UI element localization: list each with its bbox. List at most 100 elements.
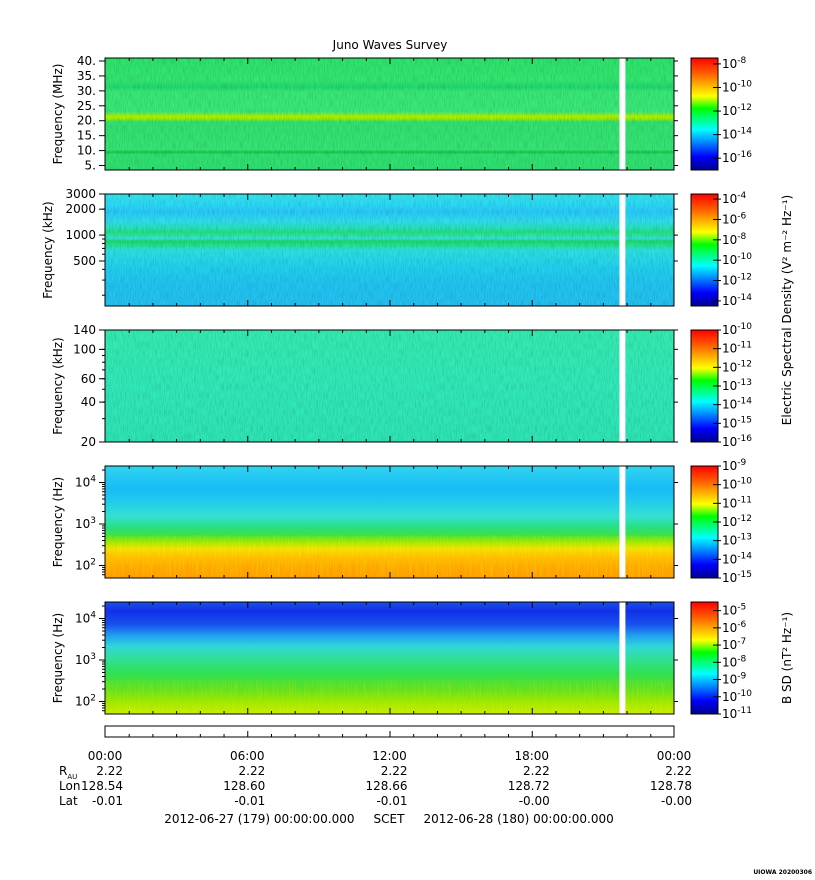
y-tick-label: 40 xyxy=(81,395,96,409)
ephemeris-value: 128.66 xyxy=(366,779,408,793)
y-tick-label: 35. xyxy=(77,69,96,83)
colorbar-frame xyxy=(690,57,719,171)
colorbar-tick-label: 10-16 xyxy=(722,434,752,449)
colorbar xyxy=(691,602,718,714)
time-axis-group: 00:00 06:00 12:00 18:00 00:00 RAU 2.22 2.22 2.22… xyxy=(59,725,692,826)
ephemeris-value: -0.01 xyxy=(376,794,407,808)
ephemeris-label: Lat xyxy=(59,794,78,808)
y-axis-label: Frequency (MHz) xyxy=(51,64,65,165)
y-axis-label: Frequency (Hz) xyxy=(51,477,65,568)
colorbar-tick-label: 10-6 xyxy=(722,620,747,635)
colorbar-tick-label: 10-14 xyxy=(722,551,752,566)
spectrogram-texture xyxy=(105,535,674,578)
spectrogram-panel-4: 102 103 104 Frequency (Hz) 10-9 10-10 10-11 10-… xyxy=(51,458,752,585)
data-gap xyxy=(619,330,626,442)
y-tick-label: 102 xyxy=(75,558,96,573)
ephemeris-value: 128.72 xyxy=(508,779,550,793)
spectrogram-texture xyxy=(105,194,674,306)
colorbar-tick-label: 10-5 xyxy=(722,603,746,618)
y-tick-label: 102 xyxy=(75,694,96,709)
colorbar-tick-label: 10-8 xyxy=(722,56,747,71)
colorbar-tick-label: 10-11 xyxy=(722,341,752,356)
y-tick-label: 2000 xyxy=(65,202,96,216)
y-tick-label: 20 xyxy=(81,435,96,449)
data-gap xyxy=(619,194,626,306)
spectrogram-panel-3: 20 40 60 100 140 Frequency (kHz) 10-10 10-11 10-… xyxy=(51,322,752,449)
colorbar-tick-label: 10-12 xyxy=(722,514,752,529)
spectrogram-texture xyxy=(105,330,674,442)
y-tick-label: 30. xyxy=(77,84,96,98)
colorbar-tick-label: 10-12 xyxy=(722,273,752,288)
ephemeris-value: 2.22 xyxy=(665,764,692,778)
colorbar-tick-label: 10-13 xyxy=(722,378,752,393)
ephemeris-value: -0.01 xyxy=(234,794,265,808)
panels-group: 5.10.15.20.25.30.35.40. Frequency (MHz) 10… xyxy=(41,54,752,721)
data-gap xyxy=(619,58,626,170)
time-tick-label: 06:00 xyxy=(230,749,265,763)
colorbar xyxy=(691,194,718,306)
colorbar-tick-label: 10-10 xyxy=(722,477,752,492)
ephemeris-value: -0.00 xyxy=(661,794,692,808)
y-tick-label: 140 xyxy=(73,323,96,337)
y-tick-label: 40. xyxy=(77,54,96,68)
footer-tag: UIOWA 20200306 xyxy=(753,869,812,876)
colorbar-tick-label: 10-16 xyxy=(722,150,752,165)
colorbar-frame xyxy=(690,601,719,715)
colorbar-tick-label: 10-9 xyxy=(722,458,747,473)
y-tick-label: 10. xyxy=(77,144,96,158)
time-range-text: 2012-06-27 (179) 00:00:00.000 SCET 2012-… xyxy=(164,812,614,826)
figure-title: Juno Waves Survey xyxy=(332,38,448,52)
y-tick-label: 103 xyxy=(75,652,96,667)
data-gap xyxy=(619,602,626,714)
colorbar-tick-label: 10-14 xyxy=(722,127,752,142)
ephemeris-label: Lon xyxy=(59,779,80,793)
y-tick-label: 5. xyxy=(85,159,96,173)
colorbar-tick-label: 10-11 xyxy=(722,495,752,510)
colorbar-tick-label: 10-8 xyxy=(722,654,747,669)
y-tick-label: 100 xyxy=(73,342,96,356)
y-tick-label: 15. xyxy=(77,129,96,143)
colorbar-tick-label: 10-11 xyxy=(722,706,752,721)
colorbar-tick-label: 10-12 xyxy=(722,103,752,118)
y-axis-label: Frequency (Hz) xyxy=(51,613,65,704)
colorbar-tick-label: 10-15 xyxy=(722,570,752,585)
ephemeris-value: 128.54 xyxy=(81,779,123,793)
y-tick-label: 104 xyxy=(75,475,96,490)
colorbar-tick-label: 10-9 xyxy=(722,672,747,687)
ephemeris-value: -0.00 xyxy=(519,794,550,808)
y-tick-label: 20. xyxy=(77,114,96,128)
spectrogram-panel-5: 102 103 104 Frequency (Hz) 10-5 10-6 10-7 10-8 1… xyxy=(51,601,752,721)
ephemeris-value: -0.01 xyxy=(92,794,123,808)
spectrogram-panel-1: 5.10.15.20.25.30.35.40. Frequency (MHz) 10… xyxy=(51,54,752,173)
colorbar-tick-label: 10-10 xyxy=(722,79,752,94)
colorbar xyxy=(691,58,718,170)
colorbar-tick-label: 10-14 xyxy=(722,293,752,308)
data-gap xyxy=(619,466,626,578)
spectrogram-texture xyxy=(105,58,674,170)
colorbar-tick-label: 10-14 xyxy=(722,397,752,412)
time-tick-label: 00:00 xyxy=(657,749,692,763)
ephemeris-value: 128.60 xyxy=(223,779,265,793)
colorbar-tick-label: 10-10 xyxy=(722,322,752,337)
time-tick-label: 12:00 xyxy=(372,749,407,763)
y-tick-label: 60 xyxy=(81,372,96,386)
colorbar-tick-label: 10-10 xyxy=(722,252,752,267)
y-tick-label: 500 xyxy=(73,254,96,268)
y-tick-label: 103 xyxy=(75,516,96,531)
y-axis-label: Frequency (kHz) xyxy=(41,201,55,298)
colorbar-title-electric: Electric Spectral Density (V² m⁻² Hz⁻¹) xyxy=(780,195,794,425)
colorbar-tick-label: 10-4 xyxy=(722,191,747,206)
colorbar-tick-label: 10-15 xyxy=(722,415,752,430)
ephemeris-value: 2.22 xyxy=(239,764,266,778)
ephemeris-value: 128.78 xyxy=(650,779,692,793)
colorbar-title-magnetic: B SD (nT² Hz⁻¹) xyxy=(780,612,794,704)
colorbar-tick-label: 10-6 xyxy=(722,211,747,226)
colorbar-tick-label: 10-13 xyxy=(722,533,752,548)
ephemeris-label: RAU xyxy=(59,764,77,781)
colorbar-tick-label: 10-12 xyxy=(722,359,752,374)
colorbar-tick-label: 10-8 xyxy=(722,232,747,247)
colorbar-tick-label: 10-10 xyxy=(722,689,752,704)
time-tick-label: 18:00 xyxy=(514,749,549,763)
y-axis-label: Frequency (kHz) xyxy=(51,337,65,434)
